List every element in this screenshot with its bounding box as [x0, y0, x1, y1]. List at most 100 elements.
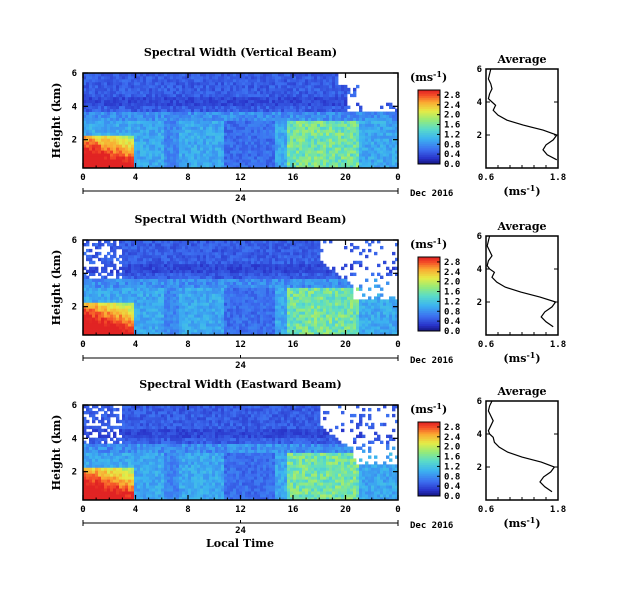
heatmap-cell: [149, 254, 153, 259]
heatmap-cell: [104, 78, 108, 83]
heatmap-cell: [236, 132, 240, 136]
heatmap-cell: [296, 135, 300, 139]
heatmap-cell: [347, 126, 351, 130]
heatmap-cell: [386, 135, 390, 139]
heatmap-cell: [155, 99, 159, 104]
heatmap-cell: [332, 120, 336, 124]
heatmap-cell: [128, 120, 132, 124]
heatmap-cell: [179, 290, 183, 294]
heatmap-cell: [245, 126, 249, 130]
heatmap-cell: [173, 320, 177, 324]
heatmap-cell: [290, 93, 294, 98]
heatmap-cell: [323, 147, 327, 151]
heatmap-cell: [212, 242, 216, 247]
heatmap-cell: [254, 126, 258, 130]
heatmap-cell: [113, 329, 117, 333]
heatmap-cell: [365, 129, 369, 133]
heatmap-cell: [185, 111, 189, 115]
heatmap-cell: [221, 138, 225, 142]
heatmap-cell: [182, 269, 186, 274]
heatmap-cell: [320, 126, 324, 130]
heatmap-cell: [212, 266, 216, 271]
heatmap-cell: [86, 135, 90, 139]
heatmap-cell: [218, 165, 222, 169]
heatmap-cell: [113, 332, 117, 336]
heatmap-cell: [197, 240, 201, 244]
heatmap-cell: [251, 73, 255, 77]
heatmap-cell: [173, 159, 177, 163]
heatmap-cell: [194, 138, 198, 142]
heatmap-cell: [104, 108, 108, 112]
heatmap-cell: [92, 102, 96, 107]
heatmap-cell: [98, 84, 102, 89]
heatmap-cell: [176, 287, 180, 291]
heatmap-cell: [314, 147, 318, 151]
heatmap-cell: [320, 78, 324, 83]
heatmap-cell: [245, 278, 249, 282]
heatmap-cell: [323, 138, 327, 142]
heatmap-cell: [125, 108, 129, 112]
heatmap-cell: [215, 326, 219, 330]
heatmap-cell: [149, 123, 153, 127]
heatmap-cell: [230, 240, 234, 244]
heatmap-cell: [242, 114, 246, 118]
heatmap-cell: [269, 81, 273, 86]
heatmap-cell: [149, 320, 153, 324]
heatmap-cell: [281, 90, 285, 95]
heatmap-cell: [272, 120, 276, 124]
heatmap-cell: [278, 141, 282, 145]
heatmap-cell: [299, 117, 303, 121]
heatmap-cell: [134, 78, 138, 83]
heatmap-cell: [89, 311, 93, 315]
heatmap-cell: [98, 305, 102, 309]
heatmap-cell: [119, 75, 123, 80]
heatmap-cell: [302, 141, 306, 145]
heatmap-cell: [128, 260, 132, 265]
heatmap-cell: [101, 323, 105, 327]
heatmap-cell: [230, 272, 234, 277]
heatmap-cell: [287, 81, 291, 86]
heatmap-cell: [239, 111, 243, 115]
heatmap-cell: [146, 266, 150, 271]
heatmap-cell: [248, 105, 252, 110]
heatmap-cell: [146, 126, 150, 130]
heatmap-cell: [230, 326, 234, 330]
heatmap-cell: [374, 123, 378, 127]
heatmap-cell: [191, 162, 195, 166]
heatmap-cell: [188, 138, 192, 142]
heatmap-cell: [374, 141, 378, 145]
heatmap-cell: [95, 254, 99, 259]
heatmap-cell: [197, 320, 201, 324]
heatmap-cell: [101, 108, 105, 112]
heatmap-cell: [86, 275, 90, 279]
heatmap-cell: [293, 144, 297, 148]
heatmap-cell: [203, 78, 207, 83]
heatmap-cell: [188, 135, 192, 139]
heatmap-cell: [329, 81, 333, 86]
heatmap-cell: [179, 93, 183, 98]
heatmap-cell: [215, 320, 219, 324]
heatmap-cell: [353, 138, 357, 142]
heatmap-cell: [242, 135, 246, 139]
heatmap-cell: [221, 326, 225, 330]
heatmap-cell: [371, 165, 375, 169]
heatmap-cell: [197, 269, 201, 274]
heatmap-cell: [236, 111, 240, 115]
heatmap-cell: [188, 132, 192, 136]
heatmap-cell: [299, 153, 303, 157]
heatmap-cell: [236, 135, 240, 139]
heatmap-cell: [338, 144, 342, 148]
heatmap-cell: [281, 153, 285, 157]
heatmap-cell: [95, 87, 99, 92]
heatmap-cell: [233, 138, 237, 142]
heatmap-cell: [239, 254, 243, 259]
heatmap-cell: [212, 269, 216, 274]
heatmap-cell: [302, 117, 306, 121]
heatmap-cell: [86, 269, 90, 274]
heatmap-cell: [227, 156, 231, 160]
heatmap-cell: [242, 299, 246, 303]
heatmap-cell: [236, 275, 240, 279]
heatmap-cell: [383, 159, 387, 163]
heatmap-cell: [356, 117, 360, 121]
heatmap-cell: [374, 150, 378, 154]
